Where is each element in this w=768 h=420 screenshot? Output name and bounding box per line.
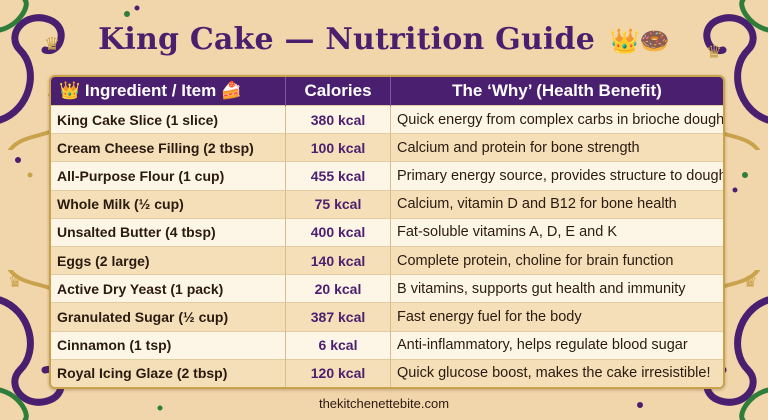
ingredient-cell: Active Dry Yeast (1 pack) bbox=[51, 274, 286, 303]
calories-cell: 387 kcal bbox=[285, 302, 391, 331]
table-row: Eggs (2 large) 140 kcal Complete protein… bbox=[51, 245, 723, 275]
header-ingredient: 👑 Ingredient / Item 🍰 bbox=[51, 77, 286, 106]
benefit-cell: Calcium and protein for bone strength bbox=[390, 133, 723, 162]
calories-cell: 75 kcal bbox=[285, 189, 391, 219]
page-title: King Cake — Nutrition Guide 👑🍩 bbox=[0, 22, 768, 57]
header-why: The ‘Why’ (Health Benefit) bbox=[390, 77, 723, 106]
benefit-cell: Quick glucose boost, makes the cake irre… bbox=[390, 358, 723, 387]
benefit-cell: B vitamins, supports gut health and immu… bbox=[390, 274, 723, 303]
ingredient-cell: Royal Icing Glaze (2 tbsp) bbox=[51, 358, 286, 387]
ingredient-cell: Unsalted Butter (4 tbsp) bbox=[51, 217, 286, 247]
benefit-cell: Fat-soluble vitamins A, D, E and K bbox=[390, 217, 723, 247]
ingredient-cell: Cinnamon (1 tsp) bbox=[51, 330, 286, 360]
benefit-cell: Calcium, vitamin D and B12 for bone heal… bbox=[390, 189, 723, 219]
header-calories: Calories bbox=[285, 77, 391, 106]
ingredient-cell: Eggs (2 large) bbox=[51, 245, 286, 275]
benefit-cell: Quick energy from complex carbs in brioc… bbox=[390, 104, 723, 134]
ingredient-cell: Whole Milk (½ cup) bbox=[51, 189, 286, 219]
table-row: King Cake Slice (1 slice) 380 kcal Quick… bbox=[51, 104, 723, 134]
benefit-cell: Complete protein, choline for brain func… bbox=[390, 245, 723, 275]
ingredient-cell: All-Purpose Flour (1 cup) bbox=[51, 161, 286, 191]
calories-cell: 100 kcal bbox=[285, 133, 391, 162]
calories-cell: 140 kcal bbox=[285, 245, 391, 275]
table-header-row: 👑 Ingredient / Item 🍰 Calories The ‘Why’… bbox=[51, 77, 723, 106]
table-row: Granulated Sugar (½ cup) 387 kcal Fast e… bbox=[51, 302, 723, 331]
title-text: King Cake — Nutrition Guide bbox=[98, 22, 596, 57]
nutrition-table: 👑 Ingredient / Item 🍰 Calories The ‘Why’… bbox=[49, 75, 725, 389]
website-footer: thekitchenettebite.com bbox=[318, 396, 450, 411]
ingredient-cell: King Cake Slice (1 slice) bbox=[51, 104, 286, 134]
ingredient-cell: Granulated Sugar (½ cup) bbox=[51, 302, 286, 331]
benefit-cell: Fast energy fuel for the body bbox=[390, 302, 723, 331]
calories-cell: 455 kcal bbox=[285, 161, 391, 191]
calories-cell: 6 kcal bbox=[285, 330, 391, 360]
table-row: Active Dry Yeast (1 pack) 20 kcal B vita… bbox=[51, 274, 723, 303]
benefit-cell: Anti-inflammatory, helps regulate blood … bbox=[390, 330, 723, 360]
table-row: Cinnamon (1 tsp) 6 kcal Anti-inflammator… bbox=[51, 330, 723, 360]
crown-icon: ♛ bbox=[8, 272, 23, 291]
ingredient-cell: Cream Cheese Filling (2 tbsp) bbox=[51, 133, 286, 162]
table-row: All-Purpose Flour (1 cup) 455 kcal Prima… bbox=[51, 161, 723, 191]
calories-cell: 380 kcal bbox=[285, 104, 391, 134]
table-row: Whole Milk (½ cup) 75 kcal Calcium, vita… bbox=[51, 189, 723, 219]
benefit-cell: Primary energy source, provides structur… bbox=[390, 161, 723, 191]
calories-cell: 120 kcal bbox=[285, 358, 391, 387]
table-row: Unsalted Butter (4 tbsp) 400 kcal Fat-so… bbox=[51, 217, 723, 247]
crown-cake-icon: 👑🍩 bbox=[609, 27, 670, 55]
table-row: Cream Cheese Filling (2 tbsp) 100 kcal C… bbox=[51, 133, 723, 162]
table-row: Royal Icing Glaze (2 tbsp) 120 kcal Quic… bbox=[51, 358, 723, 387]
calories-cell: 400 kcal bbox=[285, 217, 391, 247]
crown-icon: ♛ bbox=[743, 272, 758, 291]
calories-cell: 20 kcal bbox=[285, 274, 391, 303]
